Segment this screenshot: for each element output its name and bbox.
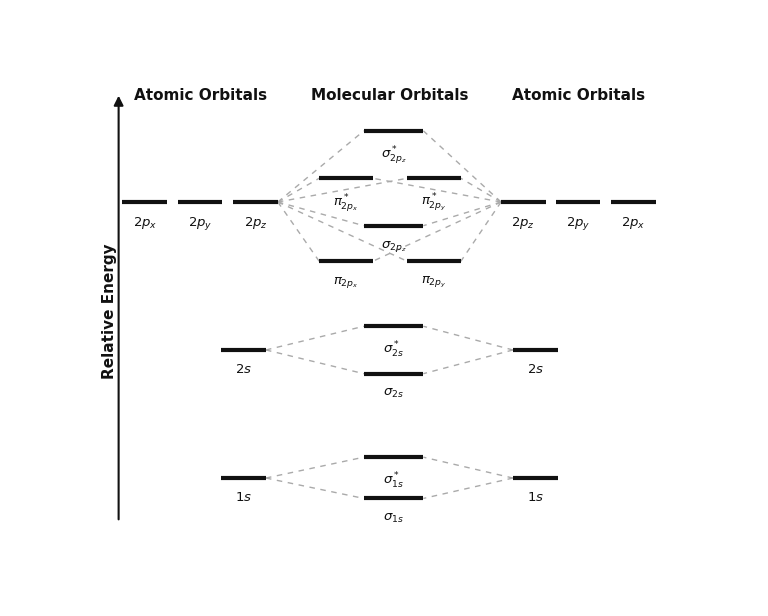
Text: $\sigma^*_{2p_z}$: $\sigma^*_{2p_z}$	[381, 144, 406, 166]
Text: $\pi_{2p_x}$: $\pi_{2p_x}$	[333, 275, 359, 290]
Text: $2s$: $2s$	[235, 363, 252, 376]
Text: $2p_y$: $2p_y$	[188, 215, 213, 232]
Text: $\sigma^*_{1s}$: $\sigma^*_{1s}$	[383, 471, 404, 490]
Text: $\pi^*_{2p_y}$: $\pi^*_{2p_y}$	[421, 192, 447, 214]
Text: $1s$: $1s$	[235, 492, 252, 505]
Text: $2p_z$: $2p_z$	[511, 215, 535, 231]
Text: $\sigma_{2p_z}$: $\sigma_{2p_z}$	[381, 239, 406, 254]
Text: Molecular Orbitals: Molecular Orbitals	[311, 88, 468, 103]
Text: $2p_z$: $2p_z$	[243, 215, 267, 231]
Text: $1s$: $1s$	[527, 492, 544, 505]
Text: $\sigma_{2s}$: $\sigma_{2s}$	[383, 387, 404, 400]
Text: $\sigma^*_{2s}$: $\sigma^*_{2s}$	[383, 339, 404, 360]
Text: Atomic Orbitals: Atomic Orbitals	[511, 88, 644, 103]
Text: $2s$: $2s$	[527, 363, 544, 376]
Text: $\sigma_{1s}$: $\sigma_{1s}$	[383, 512, 404, 525]
Text: Atomic Orbitals: Atomic Orbitals	[134, 88, 266, 103]
Text: $2p_x$: $2p_x$	[133, 215, 157, 231]
Text: $2p_x$: $2p_x$	[621, 215, 646, 231]
Text: $\pi_{2p_y}$: $\pi_{2p_y}$	[421, 275, 447, 290]
Text: $\pi^*_{2p_x}$: $\pi^*_{2p_x}$	[333, 192, 359, 214]
Text: Relative Energy: Relative Energy	[101, 243, 117, 379]
Text: $2p_y$: $2p_y$	[566, 215, 591, 232]
